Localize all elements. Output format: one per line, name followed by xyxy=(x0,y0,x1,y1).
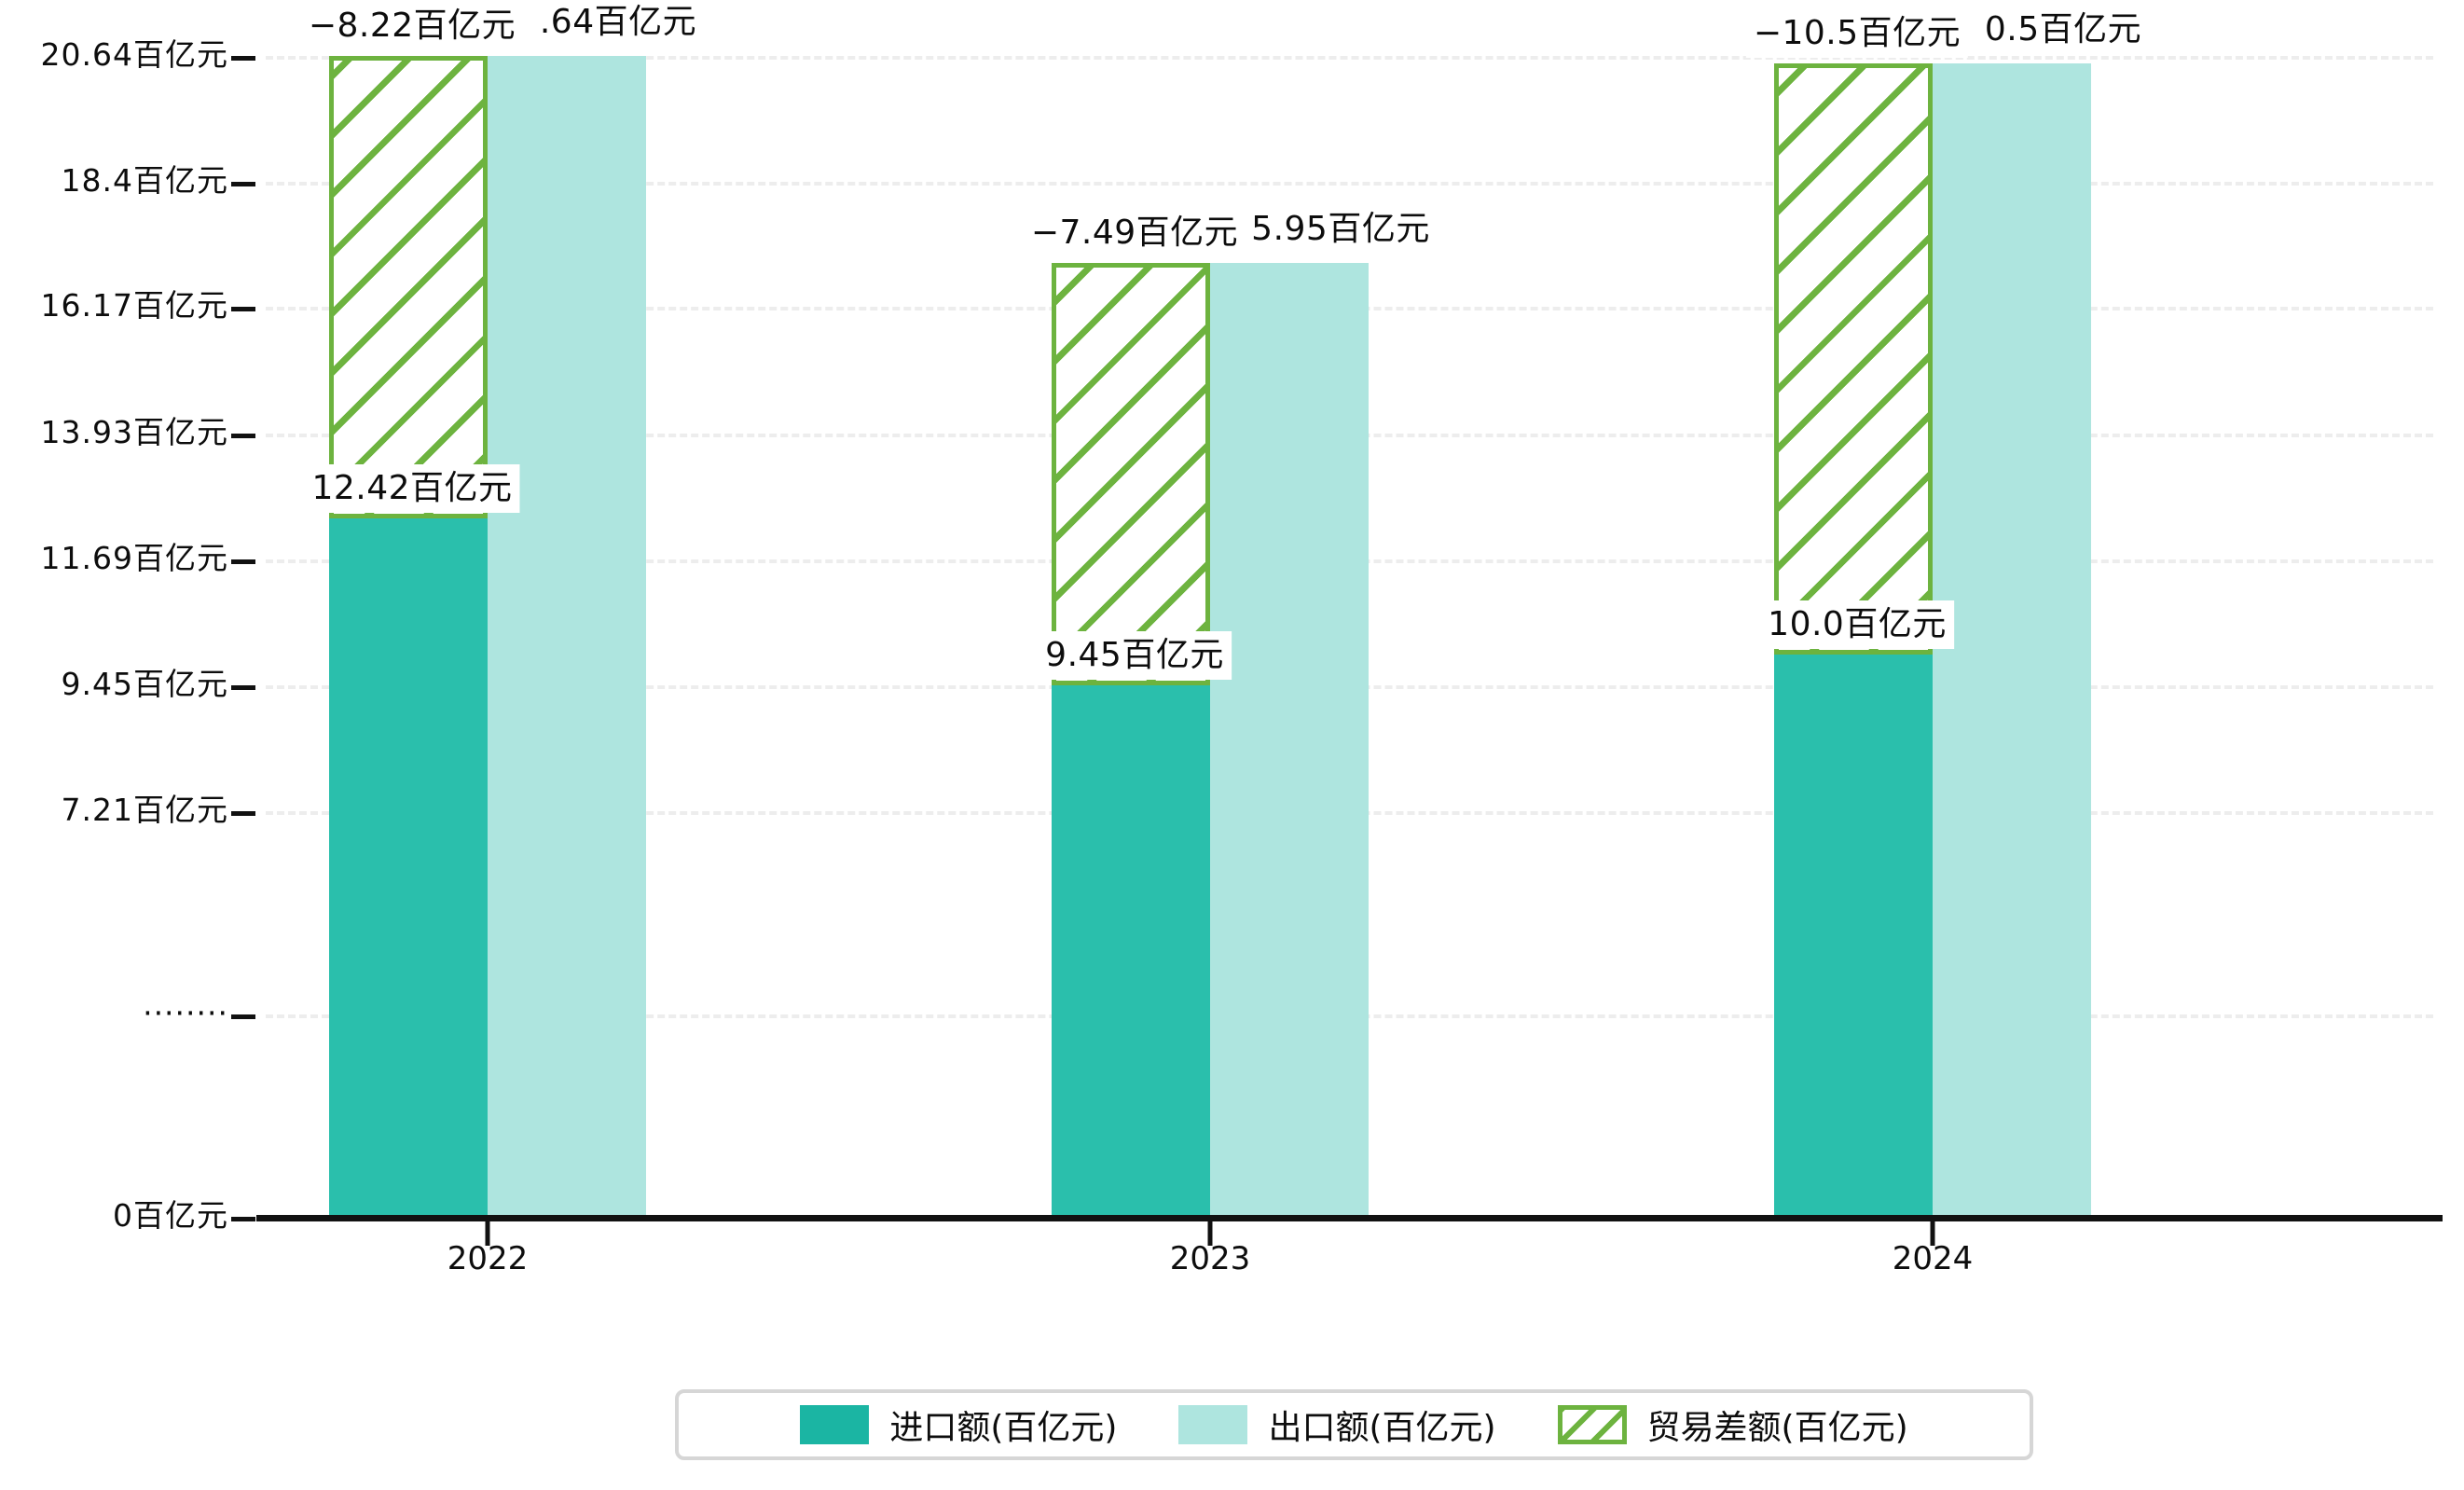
plot-area: 12.42百亿元 −8.22百亿元 .64百亿元 9.45百亿元 −7.49百亿元 5.9… xyxy=(266,1,2433,1217)
legend-swatch-trade-balance xyxy=(1557,1405,1627,1444)
y-axis-tick-label: 16.17百亿元 xyxy=(40,287,228,324)
y-axis-tick-label: 11.69百亿元 xyxy=(40,539,228,576)
y-axis-tick-label: ········ xyxy=(143,994,228,1031)
bar-export[interactable] xyxy=(1933,63,2091,1217)
y-axis-tick-mark xyxy=(231,559,255,564)
y-axis-tick-label: 18.4百亿元 xyxy=(61,161,228,199)
y-axis-tick-mark xyxy=(231,55,255,61)
legend-label-import: 进口额(百亿元) xyxy=(889,1409,1118,1447)
gridline xyxy=(266,181,2433,186)
x-axis-line xyxy=(256,1215,2443,1221)
data-label-trade-balance: −10.5百亿元 xyxy=(1745,9,1969,59)
bar-trade-balance[interactable] xyxy=(1052,263,1210,685)
y-axis-tick-label: 13.93百亿元 xyxy=(40,413,228,450)
gridline xyxy=(266,55,2433,60)
data-label-export: 5.95百亿元 xyxy=(1251,210,1430,249)
bar-trade-balance[interactable] xyxy=(1774,63,1933,655)
y-axis-tick-label: 0百亿元 xyxy=(113,1197,228,1234)
x-axis-tick-mark xyxy=(1207,1221,1213,1246)
x-axis-tick-label: 2024 xyxy=(1892,1240,1974,1277)
data-label-trade-balance: −7.49百亿元 xyxy=(1023,209,1246,258)
y-axis-tick-mark xyxy=(231,684,255,690)
legend-swatch-export xyxy=(1178,1405,1248,1444)
data-label-export: .64百亿元 xyxy=(539,2,697,41)
bar-import[interactable] xyxy=(1774,654,1933,1217)
chart-legend[interactable]: 进口额(百亿元) 出口额(百亿元) 贸易差额(百亿元) xyxy=(675,1389,2033,1460)
legend-label-trade-balance: 贸易差额(百亿元) xyxy=(1646,1409,1908,1447)
y-axis-tick-mark xyxy=(231,1217,255,1221)
bar-export[interactable] xyxy=(1210,263,1369,1217)
legend-item-export[interactable]: 出口额(百亿元) xyxy=(1178,1400,1496,1449)
data-label-trade-balance: −8.22百亿元 xyxy=(300,1,524,50)
legend-item-import[interactable]: 进口额(百亿元) xyxy=(800,1400,1117,1449)
y-axis-tick-label: 7.21百亿元 xyxy=(61,792,228,829)
x-axis-tick-mark xyxy=(485,1221,490,1246)
x-axis-tick-label: 2023 xyxy=(1169,1240,1251,1277)
x-axis-tick-mark xyxy=(1930,1221,1935,1246)
y-axis-tick-mark xyxy=(231,811,255,817)
y-axis-tick-mark xyxy=(231,433,255,438)
y-axis-tick-mark xyxy=(231,181,255,186)
legend-label-export: 出口额(百亿元) xyxy=(1268,1409,1496,1447)
bar-trade-balance[interactable] xyxy=(329,55,488,518)
data-label-import: 9.45百亿元 xyxy=(1038,630,1232,680)
bar-import[interactable] xyxy=(1052,684,1210,1217)
y-axis-tick-label: 9.45百亿元 xyxy=(61,665,228,702)
data-label-export: 0.5百亿元 xyxy=(1984,10,2142,49)
bar-export[interactable] xyxy=(488,55,646,1217)
bar-import[interactable] xyxy=(329,517,488,1217)
y-axis-tick-mark xyxy=(231,307,255,312)
legend-swatch-import xyxy=(800,1405,870,1444)
data-label-import: 12.42百亿元 xyxy=(304,463,520,513)
y-axis-tick-mark xyxy=(231,1014,255,1019)
y-axis-tick-label: 20.64百亿元 xyxy=(40,35,228,73)
x-axis-tick-label: 2022 xyxy=(447,1240,529,1277)
legend-item-trade-balance[interactable]: 贸易差额(百亿元) xyxy=(1557,1400,1908,1449)
data-label-import: 10.0百亿元 xyxy=(1760,600,1954,649)
